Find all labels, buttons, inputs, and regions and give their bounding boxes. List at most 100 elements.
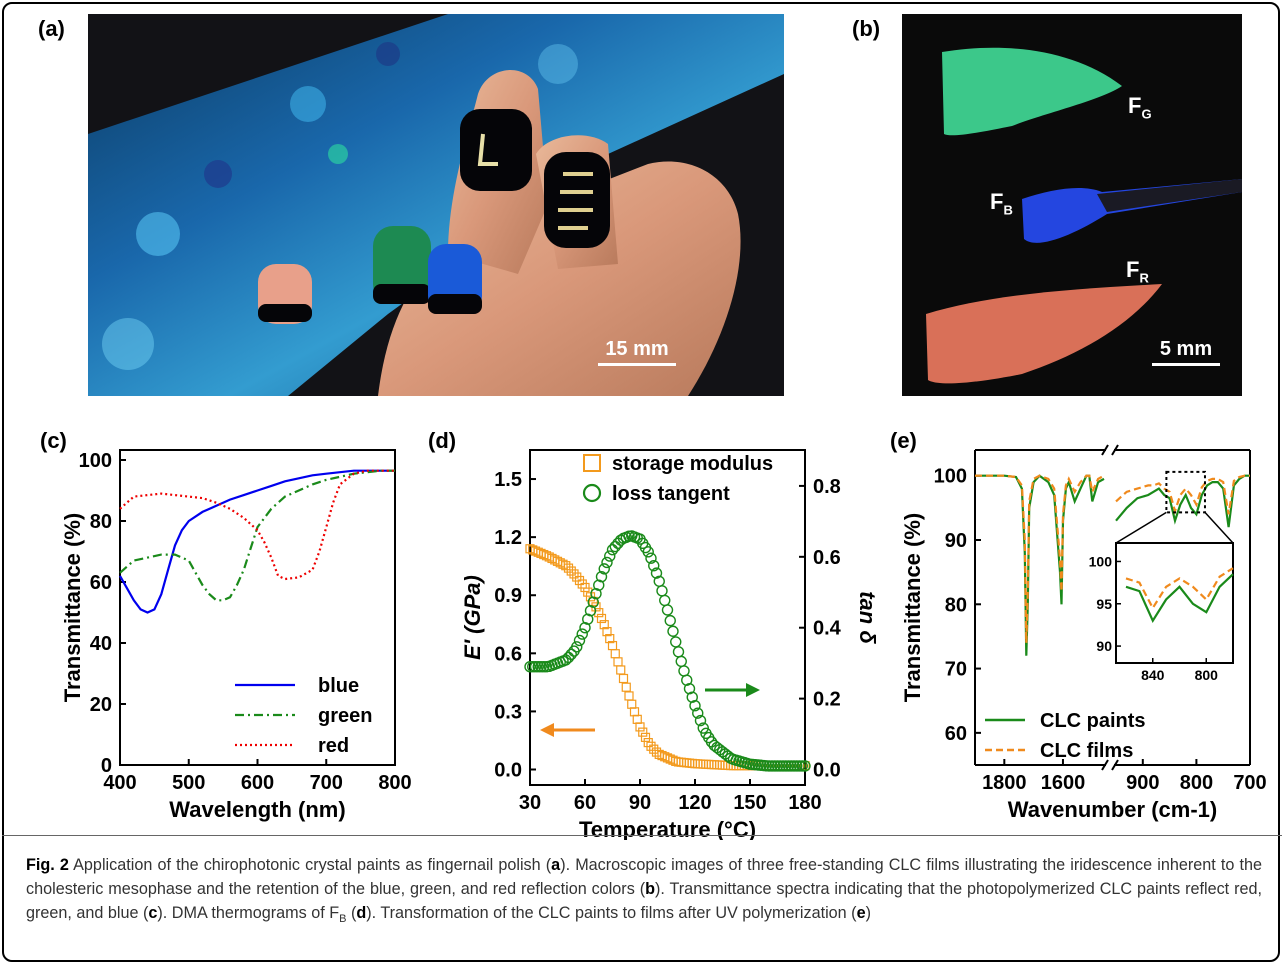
data-point-storage-modulus bbox=[687, 758, 697, 769]
y-tick-label: 60 bbox=[945, 723, 967, 745]
data-point-storage-modulus bbox=[566, 566, 576, 576]
chart-dma-thermogram: 30 60 90 120 150 180 0.0 0.3 0.6 0.9 1.2 1.5 0.0 0.2 0… bbox=[460, 449, 880, 840]
y-tick-label: 0 bbox=[101, 755, 112, 777]
data-point-loss-tangent bbox=[571, 641, 583, 653]
data-point-storage-modulus bbox=[704, 759, 714, 770]
legend-label-green: green bbox=[318, 705, 372, 727]
data-point-loss-tangent bbox=[532, 661, 544, 673]
caption-ref-b: b bbox=[645, 880, 655, 898]
series-line-green bbox=[119, 469, 395, 602]
data-point-loss-tangent bbox=[672, 646, 685, 658]
caption-text-6: ). DMA thermograms of F bbox=[157, 904, 340, 922]
inset-y-tick-label: 100 bbox=[1089, 553, 1113, 569]
data-point-loss-tangent bbox=[763, 760, 775, 772]
legend-marker-loss-tangent bbox=[582, 483, 602, 503]
data-point-loss-tangent bbox=[601, 556, 613, 569]
data-point-storage-modulus bbox=[684, 758, 695, 768]
y-tick-label: 40 bbox=[90, 633, 112, 655]
arrow-right-head bbox=[746, 683, 760, 697]
scale-line-b bbox=[1152, 363, 1220, 366]
data-point-storage-modulus bbox=[602, 627, 612, 637]
data-point-loss-tangent bbox=[604, 550, 616, 562]
data-point-loss-tangent bbox=[777, 760, 789, 772]
film-label-green: FG bbox=[1128, 93, 1152, 122]
data-point-storage-modulus bbox=[563, 563, 574, 573]
figure-caption: Fig. 2 Application of the chirophotonic … bbox=[26, 853, 1262, 931]
scale-bar-b: 5 mm bbox=[1152, 338, 1220, 366]
x-axis-label: Wavelength (nm) bbox=[169, 797, 345, 822]
data-point-loss-tangent bbox=[793, 760, 806, 772]
y-tick-label: 60 bbox=[90, 572, 112, 594]
data-point-loss-tangent bbox=[595, 570, 608, 583]
data-point-storage-modulus bbox=[695, 759, 706, 769]
x-axis-label: Temperature (°C) bbox=[579, 817, 756, 840]
data-point-storage-modulus bbox=[715, 760, 725, 770]
data-point-loss-tangent bbox=[576, 628, 588, 640]
inset-frame bbox=[1115, 542, 1234, 664]
data-point-storage-modulus bbox=[624, 691, 634, 701]
axis-break-mark bbox=[1111, 444, 1119, 456]
x-tick-label: 90 bbox=[629, 792, 651, 814]
caption-text-12: ) bbox=[865, 904, 871, 922]
data-point-loss-tangent bbox=[573, 634, 586, 647]
data-point-loss-tangent bbox=[675, 655, 687, 668]
inset-x-tick-label: 840 bbox=[1141, 667, 1165, 683]
data-point-loss-tangent bbox=[667, 625, 679, 637]
chart-transmittance-spectra: 400 500 600 700 800 0 20 40 60 80 100 Wavelength (n… bbox=[60, 449, 412, 822]
legend-label-storage-modulus: storage modulus bbox=[612, 453, 773, 475]
data-point-loss-tangent bbox=[609, 540, 621, 553]
legend-label-CLC-paints: CLC paints bbox=[1040, 710, 1146, 732]
panel-a-label: (a) bbox=[38, 16, 65, 41]
axis-break-mark bbox=[1101, 444, 1109, 456]
data-point-loss-tangent bbox=[796, 760, 808, 772]
data-point-storage-modulus bbox=[627, 699, 637, 709]
caption-sub-b: B bbox=[339, 913, 347, 926]
scale-label-a: 15 mm bbox=[605, 338, 669, 360]
data-point-storage-modulus bbox=[629, 707, 640, 717]
y-axis-label: Transmittance (%) bbox=[900, 513, 925, 703]
data-point-loss-tangent bbox=[524, 661, 536, 673]
series-line-CLC-films bbox=[975, 474, 1105, 643]
y2-tick-label: 0.4 bbox=[813, 618, 842, 640]
x-tick-label: 120 bbox=[678, 792, 711, 814]
data-point-storage-modulus bbox=[712, 760, 722, 770]
data-point-loss-tangent bbox=[799, 760, 811, 772]
data-point-storage-modulus bbox=[649, 744, 659, 754]
data-point-storage-modulus bbox=[621, 682, 631, 692]
caption-text-4: ). Transmittance spectra indicating that… bbox=[26, 880, 1262, 922]
plot-frame bbox=[529, 449, 806, 786]
film-label-blue: FB bbox=[990, 189, 1013, 218]
data-point-storage-modulus bbox=[569, 569, 579, 579]
data-point-loss-tangent bbox=[648, 559, 660, 572]
x-tick-label: 900 bbox=[1126, 772, 1159, 794]
inset-series-CLC-films bbox=[1125, 567, 1234, 611]
series-line-CLC-films-fingerprint bbox=[1115, 474, 1250, 515]
data-point-storage-modulus bbox=[599, 620, 609, 630]
x-tick-label: 150 bbox=[733, 792, 766, 814]
data-point-loss-tangent bbox=[659, 594, 671, 607]
legend-marker-storage-modulus bbox=[583, 454, 601, 472]
y-tick-label: 70 bbox=[945, 659, 967, 681]
data-point-loss-tangent bbox=[769, 760, 781, 772]
caption-text-10: ). Transformation of the CLC paints to f… bbox=[366, 904, 857, 922]
inset-connector bbox=[1115, 511, 1167, 544]
caption-separator bbox=[2, 835, 1282, 836]
caption-ref-e: e bbox=[856, 904, 866, 922]
x-tick-label: 800 bbox=[1180, 772, 1213, 794]
inset-connector bbox=[1204, 511, 1234, 544]
inset-y-tick-label: 90 bbox=[1096, 638, 1112, 654]
caption-fig-label: Fig. 2 bbox=[26, 856, 69, 874]
fingernail-photo bbox=[88, 14, 784, 396]
data-point-storage-modulus bbox=[701, 759, 711, 769]
fingernail-photo-graphic bbox=[88, 14, 784, 396]
legend-label-loss-tangent: loss tangent bbox=[612, 483, 730, 505]
data-point-storage-modulus bbox=[580, 582, 590, 593]
data-point-storage-modulus bbox=[635, 722, 645, 732]
data-point-storage-modulus bbox=[709, 760, 719, 770]
y2-tick-label: 0.2 bbox=[813, 689, 841, 711]
y-axis-label: Transmittance (%) bbox=[60, 513, 85, 703]
y2-tick-label: 0.0 bbox=[813, 760, 841, 782]
data-point-loss-tangent bbox=[785, 760, 797, 772]
